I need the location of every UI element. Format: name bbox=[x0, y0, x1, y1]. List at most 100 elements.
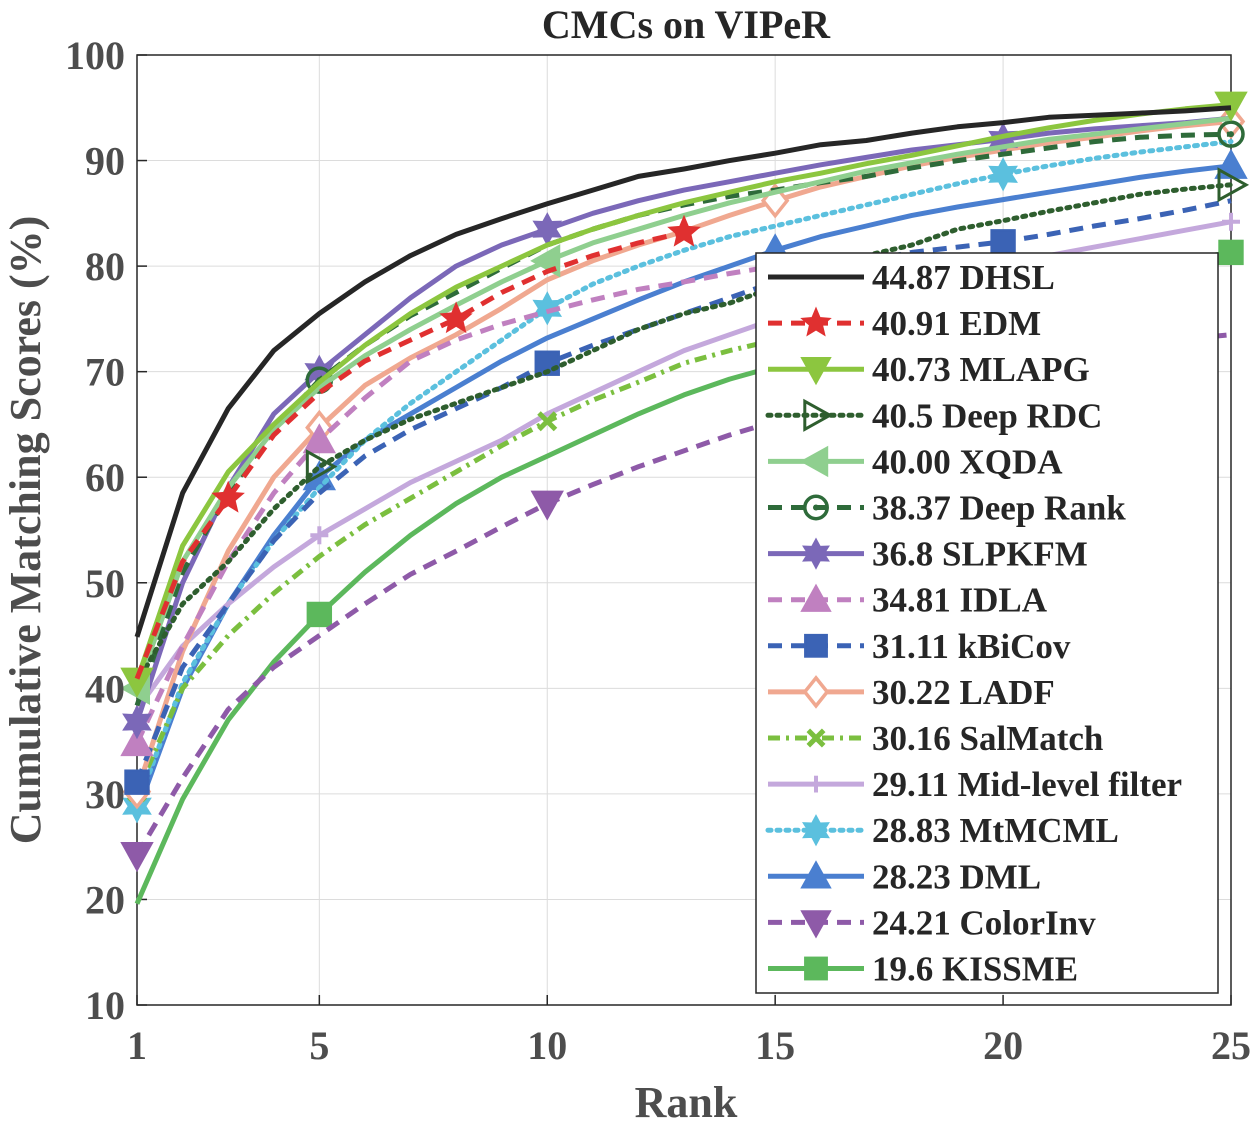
data-point-marker bbox=[988, 157, 1018, 192]
y-tick-label: 30 bbox=[85, 772, 125, 817]
legend-item: 44.87 DHSL bbox=[768, 258, 1055, 297]
legend-label: 34.81 IDLA bbox=[872, 581, 1048, 620]
legend-label: 24.21 ColorInv bbox=[872, 903, 1096, 942]
legend-item: 24.21 ColorInv bbox=[768, 903, 1096, 942]
legend-item: 30.16 SalMatch bbox=[768, 719, 1103, 758]
series-line bbox=[134, 229, 685, 680]
legend-item: 38.37 Deep Rank bbox=[768, 489, 1126, 528]
legend-item: 36.8 SLPKFM bbox=[768, 535, 1088, 574]
y-tick-label: 50 bbox=[85, 561, 125, 606]
legend-marker bbox=[807, 775, 825, 793]
data-point-marker bbox=[120, 842, 154, 873]
marker-ring bbox=[803, 494, 829, 521]
marker-stroke bbox=[537, 411, 558, 432]
data-point-marker bbox=[439, 301, 473, 334]
y-tick-label: 70 bbox=[85, 350, 125, 395]
series-24-21-colorinv bbox=[120, 332, 1232, 873]
y-axis-title: Cumulative Matching Scores (%) bbox=[1, 216, 50, 845]
legend-label: 40.5 Deep RDC bbox=[872, 396, 1102, 435]
data-point-marker bbox=[122, 704, 152, 740]
legend-item: 34.81 IDLA bbox=[768, 581, 1048, 620]
y-tick-label: 10 bbox=[85, 983, 125, 1028]
x-axis-title: Rank bbox=[635, 1078, 738, 1127]
marker-dot bbox=[1228, 131, 1234, 138]
x-tick-label: 1 bbox=[127, 1023, 147, 1068]
y-tick-label: 40 bbox=[85, 666, 125, 711]
legend-marker bbox=[803, 398, 834, 432]
data-point-marker bbox=[1217, 120, 1245, 148]
marker-dot bbox=[813, 504, 819, 511]
legend: 44.87 DHSL 40.91 EDM 40.73 MLAPG 40.5 Deep … bbox=[755, 252, 1219, 994]
plot-frame bbox=[136, 54, 1232, 1006]
y-tick-label: 80 bbox=[85, 244, 125, 289]
data-point-marker bbox=[990, 229, 1016, 255]
legend-marker bbox=[802, 537, 830, 570]
legend-box bbox=[755, 252, 1219, 994]
legend-marker bbox=[802, 814, 830, 847]
series-line bbox=[134, 332, 1232, 857]
legend-marker bbox=[800, 357, 832, 386]
data-point-marker bbox=[1217, 167, 1250, 203]
legend-label: 28.83 MtMCML bbox=[872, 811, 1119, 850]
legend-marker bbox=[803, 494, 829, 521]
data-point-marker bbox=[1222, 212, 1240, 231]
series-44-87-dhsl bbox=[134, 105, 1232, 638]
legend-item: 40.00 XQDA bbox=[768, 442, 1063, 481]
legend-marker bbox=[800, 583, 832, 612]
chart-title: CMCs on VIPeR bbox=[542, 2, 831, 47]
series-line bbox=[134, 263, 776, 745]
data-point-marker bbox=[302, 423, 337, 454]
data-point-marker bbox=[310, 526, 329, 545]
legend-marker bbox=[800, 306, 832, 337]
data-point-marker bbox=[532, 291, 563, 326]
data-point-marker bbox=[211, 480, 245, 513]
series-line bbox=[134, 182, 1234, 686]
legend-item: 29.11 Mid-level filter bbox=[768, 765, 1182, 804]
legend-label: 38.37 Deep Rank bbox=[872, 489, 1126, 528]
legend-item: 30.22 LADF bbox=[768, 673, 1055, 712]
legend-item: 40.5 Deep RDC bbox=[765, 396, 1102, 435]
x-tick-label: 5 bbox=[309, 1023, 329, 1068]
legend-label: 19.6 KISSME bbox=[872, 950, 1078, 989]
legend-label: 44.87 DHSL bbox=[872, 258, 1055, 297]
series-31-11-kbicov bbox=[124, 198, 1232, 795]
series-layer bbox=[119, 91, 1250, 905]
legend-label: 36.8 SLPKFM bbox=[872, 535, 1088, 574]
x-tick-label: 15 bbox=[755, 1023, 795, 1068]
data-point-marker bbox=[537, 411, 558, 432]
marker-stroke bbox=[806, 728, 826, 748]
legend-label: 40.73 MLAPG bbox=[872, 350, 1090, 389]
data-point-marker bbox=[1218, 239, 1244, 266]
legend-label: 28.23 DML bbox=[872, 857, 1041, 896]
legend-marker bbox=[804, 633, 828, 658]
series-40-91-edm bbox=[134, 214, 701, 680]
legend-item: 28.83 MtMCML bbox=[765, 811, 1119, 850]
series-line bbox=[134, 139, 1234, 809]
y-tick-label: 60 bbox=[85, 455, 125, 500]
series-line bbox=[134, 105, 1232, 638]
x-tick-label: 25 bbox=[1211, 1023, 1251, 1068]
legend-marker bbox=[806, 728, 826, 748]
legend-item: 19.6 KISSME bbox=[768, 950, 1078, 989]
legend-item: 40.91 EDM bbox=[768, 304, 1041, 343]
legend-label: 29.11 Mid-level filter bbox=[872, 765, 1182, 804]
y-tick-label: 90 bbox=[85, 139, 125, 184]
legend-item: 28.23 DML bbox=[768, 857, 1041, 896]
x-tick-label: 10 bbox=[527, 1023, 567, 1068]
legend-marker bbox=[804, 956, 828, 981]
series-40-5-deep-rdc bbox=[134, 167, 1250, 686]
legend-item: 40.73 MLAPG bbox=[768, 350, 1090, 389]
legend-marker bbox=[800, 860, 832, 889]
x-tick-label: 20 bbox=[983, 1023, 1023, 1068]
legend-marker bbox=[802, 675, 830, 709]
series-34-81-idla bbox=[120, 263, 776, 757]
series-line bbox=[134, 198, 1232, 784]
data-point-marker bbox=[120, 726, 154, 757]
data-point-marker bbox=[124, 769, 150, 795]
series-line bbox=[134, 102, 1232, 682]
legend-label: 40.91 EDM bbox=[872, 304, 1041, 343]
legend-label: 30.22 LADF bbox=[872, 673, 1055, 712]
y-tick-label: 20 bbox=[85, 877, 125, 922]
